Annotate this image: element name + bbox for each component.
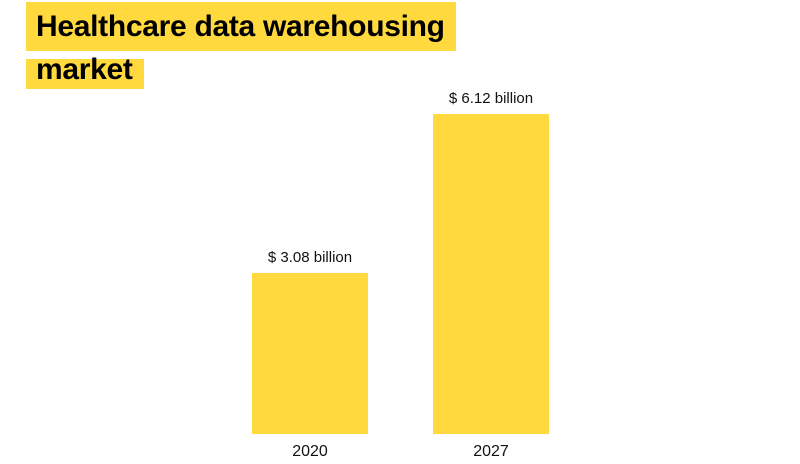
chart-title: Healthcare data warehousing market — [26, 2, 456, 89]
x-tick-label-2027: 2027 — [473, 443, 509, 460]
bar-2027 — [433, 114, 549, 434]
value-label-group: $ 3.08 billion $ 6.12 billion — [268, 90, 533, 266]
value-label-2020: $ 3.08 billion — [268, 249, 352, 266]
x-tick-label-2020: 2020 — [292, 443, 328, 460]
bar-2020 — [252, 272, 368, 434]
chart-title-line-2: market — [26, 55, 144, 89]
value-label-2027: $ 6.12 billion — [449, 90, 533, 107]
bar-group — [252, 114, 549, 434]
chart-title-line-1: Healthcare data warehousing — [26, 2, 456, 51]
x-tick-label-group: 2020 2027 — [292, 443, 509, 460]
